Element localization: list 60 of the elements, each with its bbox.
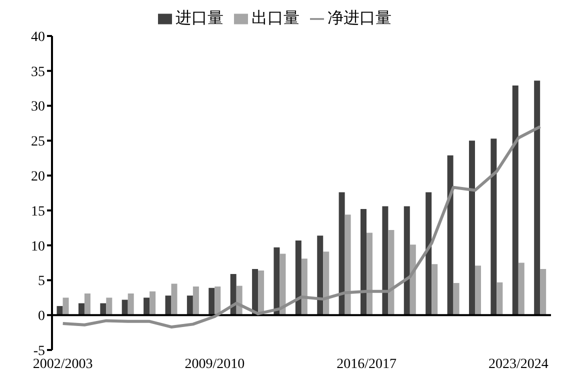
x-tick-label: 2016/2017	[336, 356, 397, 372]
legend-label: 出口量	[252, 10, 300, 27]
bar	[171, 284, 178, 316]
y-tick-label: 5	[38, 274, 45, 290]
x-tick-label: 2023/2024	[488, 356, 548, 372]
bar	[360, 209, 367, 316]
bar	[62, 298, 69, 316]
x-tick-label: 2009/2010	[184, 356, 245, 372]
bar	[366, 232, 373, 316]
bar	[186, 296, 193, 316]
y-tick-label: 40	[31, 30, 45, 45]
bar	[453, 283, 460, 316]
bar	[165, 296, 172, 316]
bar	[317, 236, 324, 316]
bar	[474, 266, 481, 316]
legend-label: 进口量	[176, 10, 224, 27]
bar	[78, 303, 84, 316]
x-tick-label: 2002/2003	[32, 356, 93, 372]
bar	[84, 293, 90, 316]
line-series	[61, 125, 542, 328]
bar	[295, 240, 302, 316]
y-tick-label: 30	[31, 100, 45, 115]
bar	[540, 269, 546, 316]
bar	[518, 262, 524, 316]
y-tick-label: 20	[31, 170, 45, 185]
bar	[150, 291, 156, 316]
bar	[447, 155, 454, 316]
bar	[122, 300, 128, 316]
y-tick-label: 25	[31, 134, 45, 150]
bar	[208, 288, 215, 316]
y-tick-label: 10	[31, 239, 45, 254]
bar	[426, 192, 432, 316]
bar	[280, 254, 286, 316]
legend-label: 净进口量	[328, 10, 392, 27]
bar	[323, 252, 330, 316]
bar	[274, 247, 280, 316]
bar	[512, 86, 518, 316]
bar	[468, 140, 475, 316]
bar	[192, 286, 199, 316]
bar	[100, 303, 106, 316]
y-tick-label: 0	[38, 309, 45, 324]
bar	[128, 293, 134, 316]
bar	[144, 298, 150, 316]
bar	[214, 286, 221, 316]
bar	[106, 298, 112, 316]
bar	[432, 264, 438, 316]
bar	[344, 214, 351, 316]
bar	[534, 80, 540, 316]
y-tick-label: 15	[31, 204, 45, 220]
bar	[410, 244, 416, 316]
y-tick-label: -5	[33, 344, 45, 359]
bar	[338, 192, 345, 316]
bar	[301, 258, 308, 316]
bar	[252, 269, 258, 316]
bar	[404, 206, 410, 316]
bar	[496, 282, 503, 316]
bar	[490, 138, 497, 316]
y-tick-label: 35	[31, 64, 45, 80]
bar	[388, 230, 394, 316]
bar	[382, 206, 388, 316]
